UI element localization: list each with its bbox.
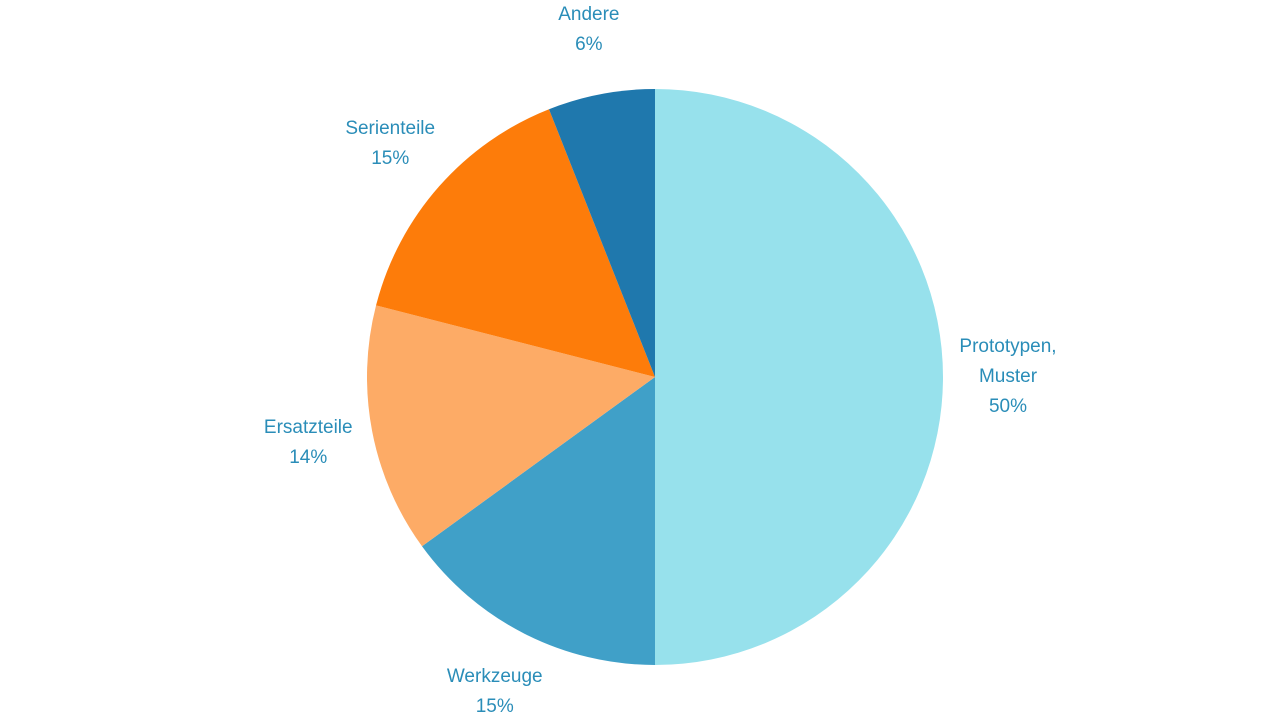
slice-label: Ersatzteile 14% — [243, 413, 373, 473]
category-label: Ersatzteile — [263, 417, 353, 439]
pie-slice — [548, 89, 655, 377]
pie-slice — [422, 377, 655, 665]
slice-label: Serienteile 15% — [325, 114, 455, 174]
value-label: 14% — [289, 447, 328, 469]
category-label: Andere — [558, 4, 620, 26]
value-label: 6% — [575, 34, 603, 56]
value-label: 50% — [988, 396, 1028, 417]
category-label: Prototypen, Muster — [959, 336, 1057, 387]
category-label: Werkzeuge — [446, 665, 543, 687]
pie-slice — [655, 89, 943, 665]
category-label: Serienteile — [345, 117, 436, 139]
value-label: 15% — [371, 147, 410, 169]
value-label: 15% — [475, 695, 514, 717]
pie-slice — [367, 305, 655, 547]
pie-slice — [376, 109, 655, 378]
slice-label: Prototypen, Muster 50% — [943, 332, 1073, 422]
slice-label: Andere 6% — [524, 0, 654, 60]
slice-label: Werkzeuge 15% — [430, 662, 560, 722]
